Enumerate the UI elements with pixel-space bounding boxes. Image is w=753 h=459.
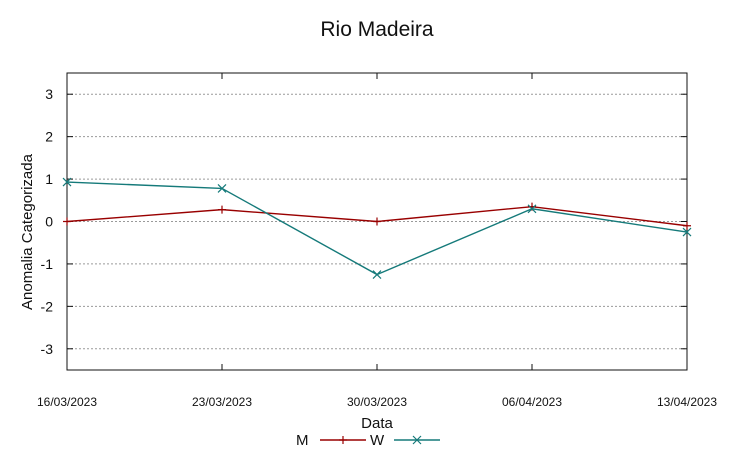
x-tick-label: 13/04/2023 bbox=[657, 395, 717, 409]
legend-label: M bbox=[296, 432, 309, 449]
data-point-marker bbox=[217, 183, 227, 193]
x-tick-label: 30/03/2023 bbox=[347, 395, 407, 409]
series-group bbox=[62, 177, 692, 279]
y-tick-label: 0 bbox=[45, 214, 53, 230]
y-axis-label: Anomalia Categorizada bbox=[19, 153, 36, 310]
y-tick-label: -2 bbox=[41, 298, 54, 314]
y-tick-label: 2 bbox=[45, 129, 53, 145]
data-point-marker bbox=[218, 205, 226, 214]
data-point-marker bbox=[527, 204, 537, 214]
data-point-marker bbox=[682, 227, 692, 237]
x-axis-label: Data bbox=[361, 415, 393, 432]
x-axis: 16/03/2023 23/03/2023 30/03/2023 06/04/2023… bbox=[37, 73, 717, 409]
data-point-marker bbox=[683, 221, 691, 230]
x-tick-label: 06/04/2023 bbox=[502, 395, 562, 409]
series-line bbox=[66, 181, 688, 276]
legend-item-w: W bbox=[370, 432, 440, 449]
series-w bbox=[62, 177, 692, 279]
data-point-marker bbox=[339, 436, 347, 444]
legend-label: W bbox=[370, 432, 385, 449]
y-tick-label: 1 bbox=[45, 171, 53, 187]
data-point-marker bbox=[372, 270, 382, 279]
legend-item-m: M bbox=[296, 432, 366, 449]
chart-title: Rio Madeira bbox=[320, 18, 434, 41]
y-tick-label: -1 bbox=[41, 256, 54, 272]
data-point-marker bbox=[62, 177, 72, 187]
data-point-marker bbox=[63, 217, 71, 226]
data-point-marker bbox=[373, 217, 381, 226]
y-tick-label: 3 bbox=[45, 86, 53, 102]
x-tick-label: 23/03/2023 bbox=[192, 395, 252, 409]
y-tick-label: -3 bbox=[41, 341, 54, 357]
x-tick-label: 16/03/2023 bbox=[37, 395, 97, 409]
data-point-marker bbox=[412, 435, 422, 445]
series-m bbox=[63, 202, 691, 230]
